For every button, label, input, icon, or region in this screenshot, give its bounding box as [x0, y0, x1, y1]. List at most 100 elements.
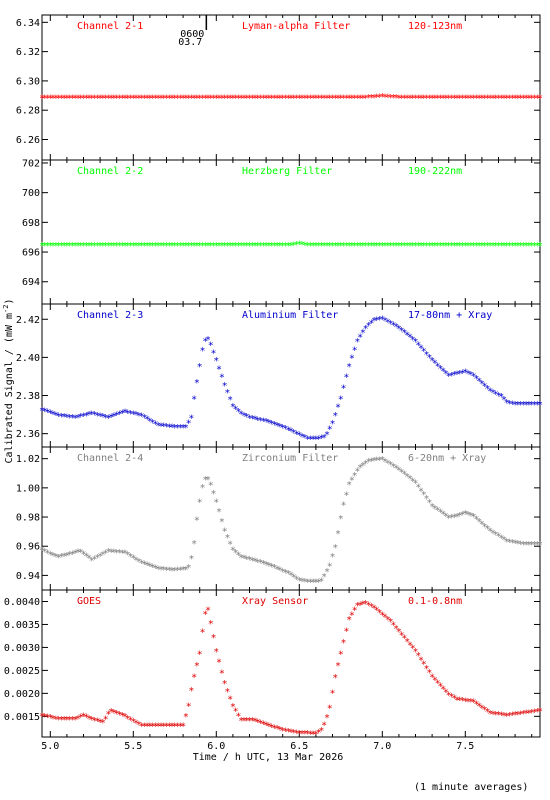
data-point: *	[111, 411, 117, 422]
data-point: *	[208, 480, 214, 491]
data-point: *	[435, 93, 441, 104]
data-point: *	[169, 241, 175, 252]
data-point: *	[97, 411, 103, 422]
data-point: *	[338, 93, 344, 104]
data-point: *	[518, 539, 524, 550]
data-point: *	[136, 720, 142, 731]
data-point: *	[321, 241, 327, 252]
data-point: *	[152, 564, 158, 575]
channel-label: Channel 2-1	[77, 21, 143, 32]
data-point: *	[230, 402, 236, 413]
data-point: *	[537, 93, 543, 104]
data-point: *	[512, 710, 518, 721]
data-point: *	[230, 241, 236, 252]
data-point: *	[365, 457, 371, 468]
data-point: *	[133, 410, 139, 421]
data-point: *	[484, 93, 490, 104]
data-point: *	[343, 241, 349, 252]
data-point: *	[100, 718, 106, 729]
data-point: *	[80, 93, 86, 104]
data-point: *	[67, 550, 73, 561]
data-point: *	[199, 346, 205, 357]
y-tick-label: 6.34	[16, 18, 40, 29]
data-point: *	[235, 407, 241, 418]
data-point: *	[133, 241, 139, 252]
data-point: *	[385, 241, 391, 252]
data-point: *	[147, 93, 153, 104]
data-point: *	[111, 241, 117, 252]
data-point: *	[495, 391, 501, 402]
data-point: *	[460, 93, 466, 104]
x-axis-title: Time / h UTC, 13 Mar 2026	[193, 752, 344, 763]
data-point: *	[80, 550, 86, 561]
data-point: *	[390, 93, 396, 104]
data-point: *	[252, 93, 258, 104]
data-point: *	[125, 93, 131, 104]
data-point: *	[484, 707, 490, 718]
averaging-note: (1 minute averages)	[414, 782, 529, 793]
data-point: *	[194, 516, 200, 527]
data-point: *	[75, 413, 81, 424]
data-point: *	[424, 93, 430, 104]
data-point: *	[437, 681, 443, 692]
data-point: *	[437, 508, 443, 519]
x-tick-label: 5.5	[124, 741, 142, 752]
data-point: *	[56, 715, 62, 726]
data-point: *	[260, 241, 266, 252]
data-point: *	[448, 93, 454, 104]
data-point: *	[163, 721, 169, 732]
data-point: *	[332, 543, 338, 554]
data-point: *	[368, 456, 374, 467]
data-point: *	[266, 721, 272, 732]
data-point: *	[482, 705, 488, 716]
data-point: *	[249, 241, 255, 252]
data-point: *	[296, 576, 302, 587]
data-point: *	[316, 241, 322, 252]
data-point: *	[490, 709, 496, 720]
data-point: *	[244, 93, 250, 104]
data-point: *	[520, 709, 526, 720]
data-point: *	[346, 480, 352, 491]
data-point: *	[412, 478, 418, 489]
data-point: *	[64, 715, 70, 726]
data-point: *	[147, 721, 153, 732]
data-point: *	[512, 241, 518, 252]
data-point: *	[332, 93, 338, 104]
data-point: *	[219, 517, 225, 528]
data-point: *	[412, 241, 418, 252]
data-point: *	[216, 93, 222, 104]
data-point: *	[368, 93, 374, 104]
data-point: *	[114, 411, 120, 422]
data-point: *	[161, 721, 167, 732]
data-point: *	[152, 93, 158, 104]
data-point: *	[136, 93, 142, 104]
data-point: *	[313, 730, 319, 741]
data-point: *	[529, 540, 535, 551]
data-point: *	[175, 241, 181, 252]
data-point: *	[280, 726, 286, 737]
data-point: *	[155, 421, 161, 432]
data-point: *	[233, 707, 239, 718]
channel-label: Channel 2-3	[77, 310, 143, 321]
data-point: *	[446, 514, 452, 525]
data-point: *	[429, 93, 435, 104]
data-point: *	[119, 548, 125, 559]
data-point: *	[116, 548, 122, 559]
data-point: *	[166, 566, 172, 577]
data-point: *	[504, 93, 510, 104]
data-point: *	[377, 315, 383, 326]
data-point: *	[199, 628, 205, 639]
data-point: *	[429, 672, 435, 683]
data-point: *	[390, 241, 396, 252]
data-point: *	[175, 423, 181, 434]
data-point: *	[119, 93, 125, 104]
data-point: *	[260, 417, 266, 428]
data-point: *	[316, 578, 322, 589]
data-point: *	[83, 713, 89, 724]
data-point: *	[258, 558, 264, 569]
data-point: *	[119, 711, 125, 722]
data-point: *	[368, 319, 374, 330]
data-point: *	[457, 511, 463, 522]
data-point: *	[509, 538, 515, 549]
data-point: *	[426, 353, 432, 364]
